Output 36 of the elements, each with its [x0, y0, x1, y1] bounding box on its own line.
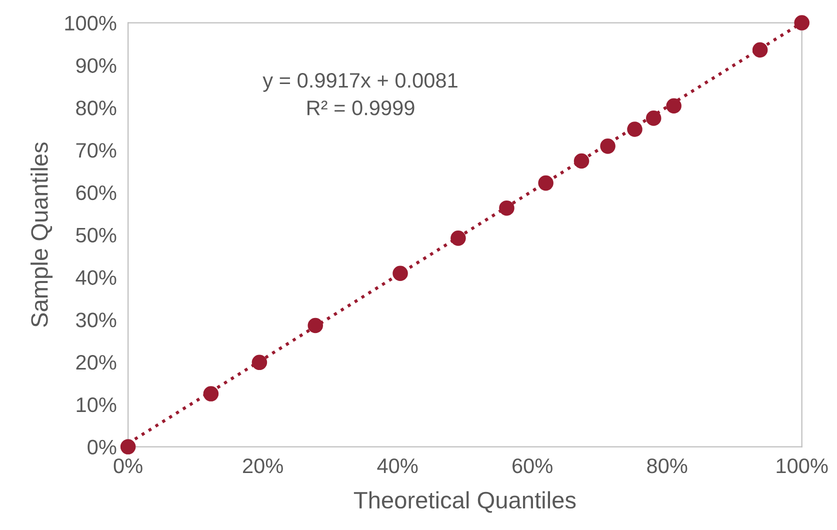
y-tick-label: 90% [76, 58, 116, 73]
y-tick-label: 20% [76, 354, 116, 370]
point [252, 354, 268, 370]
x-tick-label: 40% [377, 458, 418, 474]
y-tick-label: 50% [76, 228, 116, 243]
x-tick-label: 20% [243, 458, 283, 474]
point [538, 175, 554, 191]
point [627, 122, 642, 137]
point [646, 110, 662, 126]
point [666, 98, 682, 114]
y-tick-label: 40% [76, 270, 116, 285]
y-axis-title: Sample Quantiles [30, 142, 53, 327]
y-tick-label: 0% [88, 440, 116, 455]
y-tick-label: 100% [65, 16, 116, 31]
point [203, 386, 219, 402]
annotation: y = 0.9917x + 0.0081 [262, 72, 458, 92]
x-tick-label: 100% [776, 458, 828, 474]
point [120, 439, 136, 454]
point [574, 153, 590, 169]
x-tick-label: 0% [114, 458, 142, 474]
point [450, 230, 466, 246]
point [600, 138, 616, 154]
x-tick-label: 80% [647, 458, 688, 474]
point [308, 318, 324, 334]
x-axis-title: Theoretical Quantiles [354, 491, 576, 513]
point [499, 200, 514, 216]
point [794, 15, 810, 30]
y-tick-label: 70% [76, 142, 116, 158]
annotation: R² = 0.9999 [308, 100, 414, 116]
point [752, 42, 768, 58]
x-tick-label: 60% [512, 458, 552, 474]
y-tick-label: 80% [76, 100, 116, 116]
y-tick-label: 30% [76, 312, 116, 328]
y-tick-label: 10% [76, 397, 116, 412]
y-tick-label: 60% [76, 185, 116, 200]
point [392, 266, 408, 282]
